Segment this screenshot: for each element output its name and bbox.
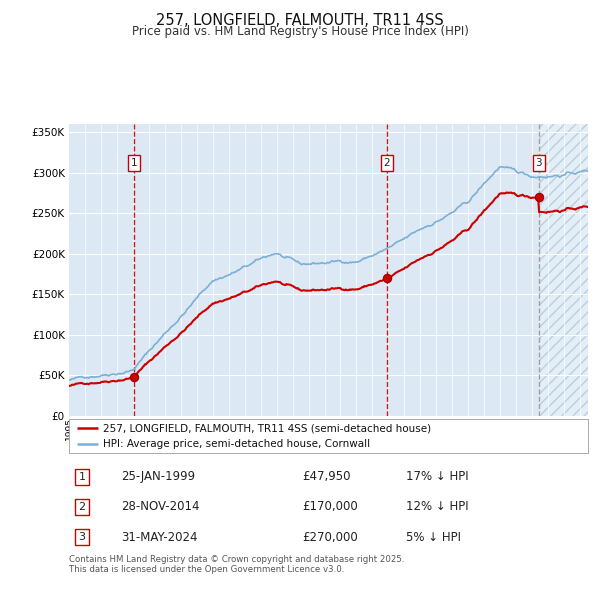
Text: 31-MAY-2024: 31-MAY-2024 bbox=[121, 530, 197, 543]
Bar bbox=[539, 124, 588, 416]
Text: This data is licensed under the Open Government Licence v3.0.: This data is licensed under the Open Gov… bbox=[69, 565, 344, 574]
Text: 257, LONGFIELD, FALMOUTH, TR11 4SS: 257, LONGFIELD, FALMOUTH, TR11 4SS bbox=[156, 13, 444, 28]
Text: £270,000: £270,000 bbox=[302, 530, 358, 543]
Text: HPI: Average price, semi-detached house, Cornwall: HPI: Average price, semi-detached house,… bbox=[103, 439, 370, 449]
Text: 3: 3 bbox=[536, 158, 542, 168]
Text: 28-NOV-2014: 28-NOV-2014 bbox=[121, 500, 199, 513]
Text: £170,000: £170,000 bbox=[302, 500, 358, 513]
Text: Contains HM Land Registry data © Crown copyright and database right 2025.: Contains HM Land Registry data © Crown c… bbox=[69, 555, 404, 563]
Text: 1: 1 bbox=[131, 158, 137, 168]
Text: 2: 2 bbox=[79, 502, 86, 512]
Text: 2: 2 bbox=[383, 158, 390, 168]
Text: 5% ↓ HPI: 5% ↓ HPI bbox=[406, 530, 461, 543]
Bar bbox=[539, 124, 588, 416]
Text: 12% ↓ HPI: 12% ↓ HPI bbox=[406, 500, 469, 513]
Text: 1: 1 bbox=[79, 472, 85, 481]
Text: Price paid vs. HM Land Registry's House Price Index (HPI): Price paid vs. HM Land Registry's House … bbox=[131, 25, 469, 38]
Text: 257, LONGFIELD, FALMOUTH, TR11 4SS (semi-detached house): 257, LONGFIELD, FALMOUTH, TR11 4SS (semi… bbox=[103, 423, 431, 433]
Text: 25-JAN-1999: 25-JAN-1999 bbox=[121, 470, 195, 483]
Text: 3: 3 bbox=[79, 532, 85, 542]
Text: 17% ↓ HPI: 17% ↓ HPI bbox=[406, 470, 469, 483]
Text: £47,950: £47,950 bbox=[302, 470, 351, 483]
